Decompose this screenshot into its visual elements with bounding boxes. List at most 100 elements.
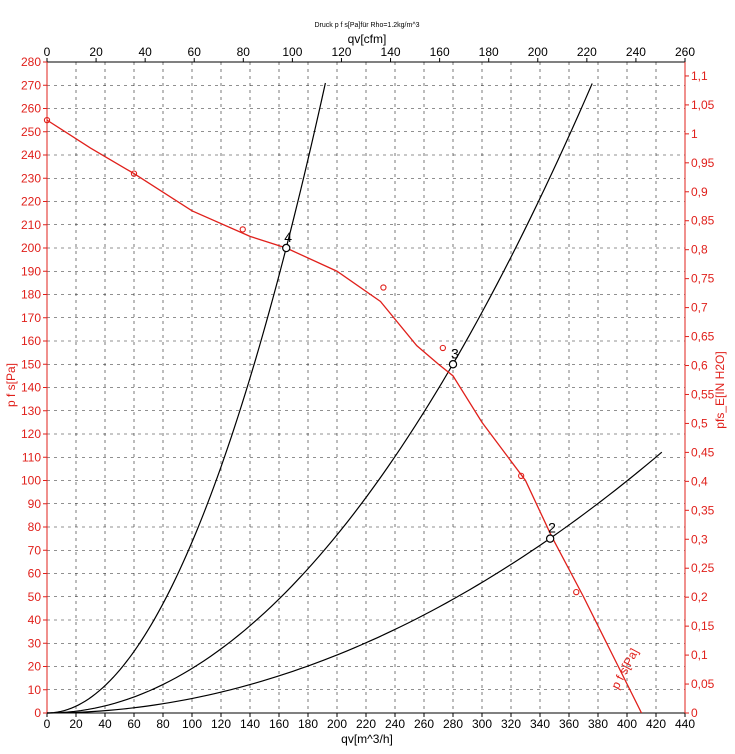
x-top-tick-label: 100 (282, 45, 302, 59)
x-bottom-tick-label: 220 (356, 717, 376, 731)
y-left-tick-label: 250 (21, 125, 41, 139)
system-curves (46, 82, 663, 714)
x-top-tick-label: 180 (479, 45, 499, 59)
y-right-tick-label: 0,2 (691, 590, 708, 604)
grid (47, 62, 685, 713)
x-bottom-tick-label: 260 (414, 717, 434, 731)
y-right-tick-label: 0,4 (691, 474, 708, 488)
fan-curve-marker (43, 116, 51, 124)
fan-curve-line (46, 119, 643, 714)
x-top-tick-label: 20 (89, 45, 103, 59)
y-left-tick-label: 140 (21, 381, 41, 395)
x-bottom-tick-label: 0 (44, 717, 51, 731)
y-left-tick-label: 130 (21, 404, 41, 418)
x-top-tick-label: 160 (430, 45, 450, 59)
y-axis-right-label: pfs_E[IN H2O] (713, 351, 727, 428)
operating-point-2 (545, 534, 555, 543)
x-top-tick-label: 40 (138, 45, 152, 59)
fan-curve-marker (239, 226, 246, 233)
system-curve-2 (46, 451, 663, 714)
y-right-tick-label: 0,1 (691, 648, 708, 662)
y-right-tick-label: 0,7 (691, 301, 708, 315)
y-left-tick-label: 50 (28, 590, 42, 604)
x-bottom-tick-label: 280 (443, 717, 463, 731)
y-right-tick-label: 0,95 (691, 156, 715, 170)
y-right-tick-label: 0,55 (691, 387, 715, 401)
operating-point-label-3: 3 (451, 345, 459, 361)
x-bottom-tick-label: 380 (588, 717, 608, 731)
operating-point-4 (282, 243, 291, 253)
x-top-tick-label: 260 (675, 45, 695, 59)
x-axis-top-label: qv[cfm] (348, 32, 387, 46)
fan-curve-marker (380, 284, 387, 291)
y-left-tick-label: 180 (21, 288, 41, 302)
y-left-tick-label: 160 (21, 334, 41, 348)
x-bottom-tick-label: 300 (472, 717, 492, 731)
y-left-tick-label: 40 (28, 613, 42, 627)
y-left-tick-label: 220 (21, 195, 41, 209)
x-bottom-tick-label: 440 (675, 717, 695, 731)
system-curve-4 (46, 82, 326, 714)
y-left-tick-label: 170 (21, 311, 41, 325)
chart-title: Druck p f s[Pa]für Rho=1.2kg/m^3 (314, 22, 419, 29)
y-left-tick-label: 90 (28, 497, 42, 511)
x-bottom-tick-label: 420 (646, 717, 666, 731)
y-left-tick-label: 230 (21, 171, 41, 185)
y-right-tick-label: 0,25 (691, 561, 715, 575)
y-right-tick-label: 0,5 (691, 416, 708, 430)
operating-point-label-4: 4 (284, 229, 292, 245)
y-left-tick-label: 260 (21, 102, 41, 116)
y-right-tick-label: 0,05 (691, 677, 715, 691)
y-right-tick-label: 0,35 (691, 503, 715, 517)
y-right-tick-label: 1,05 (691, 98, 715, 112)
x-top-tick-label: 240 (626, 45, 646, 59)
y-right-tick-label: 0,85 (691, 214, 715, 228)
x-top-tick-label: 220 (577, 45, 597, 59)
y-left-tick-label: 100 (21, 474, 41, 488)
x-bottom-tick-label: 100 (182, 717, 202, 731)
ticks: 0 20 40 60 80 100 120 140 160 180 200 220 240 260 280 3… (21, 45, 715, 731)
operating-point-label-2: 2 (548, 520, 556, 536)
y-left-tick-label: 80 (28, 520, 42, 534)
x-bottom-tick-label: 240 (385, 717, 405, 731)
system-curve-3 (46, 83, 593, 714)
x-bottom-tick-label: 140 (240, 717, 260, 731)
x-bottom-tick-label: 360 (559, 717, 579, 731)
y-left-tick-label: 210 (21, 218, 41, 232)
y-left-tick-label: 20 (28, 660, 42, 674)
fan-curve-marker (130, 170, 138, 177)
y-left-tick-label: 270 (21, 78, 41, 92)
x-top-tick-label: 120 (331, 45, 351, 59)
y-right-tick-label: 0,6 (691, 359, 708, 373)
y-left-tick-label: 30 (28, 636, 42, 650)
x-bottom-tick-label: 120 (211, 717, 231, 731)
y-left-tick-label: 120 (21, 427, 41, 441)
x-bottom-tick-label: 340 (530, 717, 550, 731)
fan-curve-marker (439, 344, 446, 352)
y-left-tick-label: 190 (21, 264, 41, 278)
x-bottom-tick-label: 80 (156, 717, 170, 731)
y-right-tick-label: 0,65 (691, 330, 715, 344)
x-top-tick-label: 80 (237, 45, 251, 59)
x-bottom-tick-label: 200 (327, 717, 347, 731)
y-left-tick-label: 150 (21, 357, 41, 371)
y-left-tick-label: 110 (22, 450, 41, 464)
y-left-tick-label: 0 (34, 706, 41, 720)
x-top-tick-label: 0 (44, 45, 51, 59)
fan-curve-marker (518, 472, 525, 479)
x-bottom-tick-label: 320 (501, 717, 521, 731)
x-top-tick-label: 200 (528, 45, 548, 59)
x-axis-bottom-label: qv[m^3/h] (341, 732, 393, 746)
fan-curve (43, 116, 643, 714)
y-right-tick-label: 0,9 (691, 185, 708, 199)
y-right-tick-label: 0,15 (691, 619, 715, 633)
y-right-tick-label: 0,75 (691, 272, 715, 286)
y-left-tick-label: 280 (21, 55, 41, 69)
y-axis-left-label: p f s[Pa] (4, 363, 18, 407)
x-bottom-tick-label: 20 (69, 717, 83, 731)
x-bottom-tick-label: 40 (98, 717, 112, 731)
y-right-tick-label: 1 (691, 127, 698, 141)
y-right-tick-label: 0,3 (691, 532, 708, 546)
y-right-tick-label: 0 (691, 706, 698, 720)
